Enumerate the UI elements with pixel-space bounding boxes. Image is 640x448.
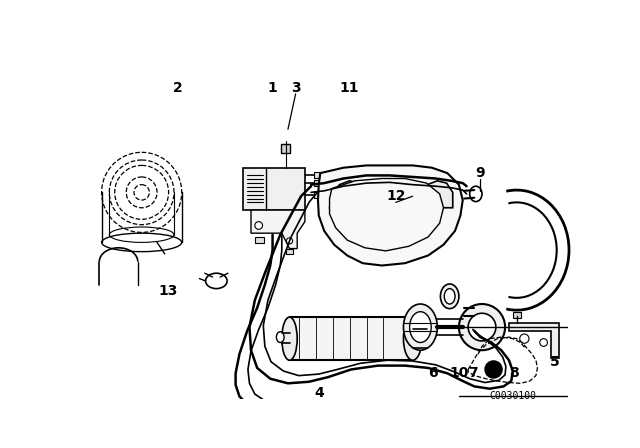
Bar [314, 192, 320, 198]
Circle shape [255, 222, 262, 229]
Text: 5: 5 [550, 355, 560, 369]
Polygon shape [388, 181, 424, 208]
Ellipse shape [403, 317, 422, 360]
Circle shape [459, 304, 505, 350]
Polygon shape [417, 181, 452, 208]
Ellipse shape [440, 284, 459, 309]
Text: 9: 9 [476, 166, 485, 180]
Bar [314, 180, 320, 186]
Text: C0030100: C0030100 [490, 392, 536, 401]
Text: 2: 2 [173, 82, 183, 95]
Circle shape [484, 360, 503, 379]
Text: 1: 1 [268, 82, 277, 95]
Ellipse shape [444, 289, 455, 304]
Polygon shape [509, 323, 559, 358]
Circle shape [287, 238, 292, 244]
Bar [314, 172, 320, 178]
Circle shape [520, 334, 529, 343]
Bar [255, 237, 264, 243]
Bar [289, 317, 413, 360]
Text: 6: 6 [428, 366, 438, 380]
Bar [243, 168, 305, 210]
Ellipse shape [282, 317, 297, 360]
Ellipse shape [470, 186, 482, 202]
Text: 10: 10 [449, 366, 468, 380]
Text: 4: 4 [314, 386, 324, 400]
Ellipse shape [403, 304, 437, 350]
Bar [513, 312, 520, 318]
Bar [285, 249, 293, 254]
Circle shape [540, 339, 547, 346]
Polygon shape [330, 178, 444, 251]
Polygon shape [251, 210, 305, 249]
Polygon shape [359, 181, 394, 208]
Text: 8: 8 [509, 366, 519, 380]
Circle shape [134, 185, 149, 200]
Text: 13: 13 [158, 284, 177, 298]
Polygon shape [318, 165, 463, 266]
Text: 3: 3 [291, 82, 300, 95]
Polygon shape [330, 181, 365, 208]
Bar [281, 144, 291, 153]
Text: 12: 12 [386, 189, 406, 203]
Ellipse shape [410, 312, 431, 343]
Text: 11: 11 [340, 82, 359, 95]
Ellipse shape [276, 332, 284, 343]
Text: 7: 7 [468, 366, 477, 380]
Circle shape [468, 313, 496, 341]
